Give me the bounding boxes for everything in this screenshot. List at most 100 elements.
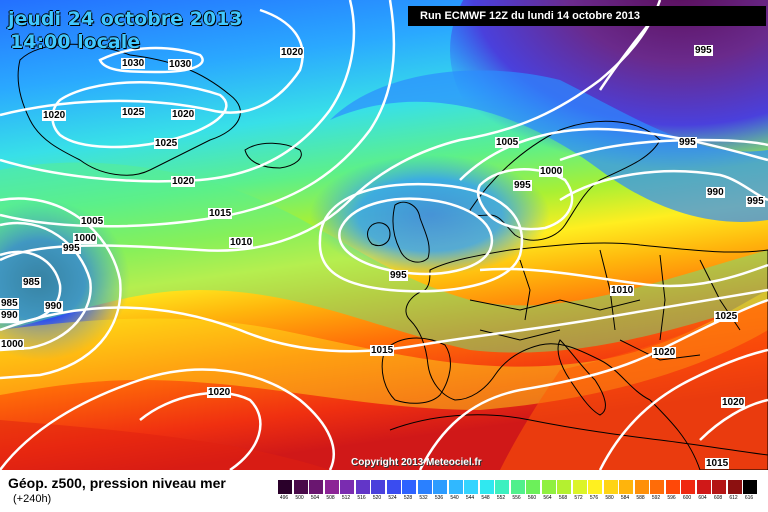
isobar-label: 1010 — [610, 285, 635, 296]
legend-swatch — [371, 480, 386, 494]
legend-tick-label: 616 — [744, 495, 754, 501]
legend-swatch — [448, 480, 464, 494]
isobar-label: 1030 — [121, 58, 146, 69]
legend-swatch — [665, 480, 681, 494]
forecast-local-time: 14:00 locale — [10, 31, 141, 53]
legend-swatch — [634, 480, 650, 494]
isobar-label: 995 — [746, 196, 765, 207]
legend-tick-label: 592 — [651, 495, 661, 501]
isobar-label: 985 — [0, 298, 19, 309]
legend-tick-label: 520 — [372, 495, 382, 501]
isobar-label: 1000 — [539, 166, 564, 177]
legend-tick-label: 536 — [434, 495, 444, 501]
isobars — [0, 0, 768, 470]
map-footer: Géop. z500, pression niveau mer (+240h) … — [0, 470, 768, 512]
legend-tick-label: 512 — [341, 495, 351, 501]
weather-map: 1030 1030 1020 1020 1025 1020 1025 1020 … — [0, 0, 768, 470]
legend-swatch — [743, 480, 758, 494]
isobar-label: 1005 — [495, 137, 520, 148]
isobar-label: 995 — [678, 137, 697, 148]
legend-swatch — [433, 480, 448, 494]
legend-tick-label: 608 — [713, 495, 723, 501]
legend-tick-label: 496 — [279, 495, 289, 501]
legend-swatch — [464, 480, 479, 494]
legend-swatch — [293, 480, 309, 494]
isobar-label: 1020 — [171, 109, 196, 120]
legend-swatch — [712, 480, 727, 494]
legend-swatch — [340, 480, 355, 494]
forecast-date: jeudi 24 octobre 2013 — [8, 8, 243, 30]
legend-swatch — [510, 480, 526, 494]
legend-swatch — [572, 480, 588, 494]
run-info: Run ECMWF 12Z du lundi 14 octobre 2013 — [408, 6, 766, 26]
legend-swatch — [309, 480, 324, 494]
legend-swatch — [355, 480, 371, 494]
isobar-label: 1010 — [229, 237, 254, 248]
legend-tick-label: 584 — [620, 495, 630, 501]
legend-swatch — [526, 480, 541, 494]
legend-swatch — [541, 480, 557, 494]
legend-tick-label: 544 — [465, 495, 475, 501]
legend-swatch — [696, 480, 712, 494]
legend-swatch — [495, 480, 510, 494]
legend-tick-label: 588 — [636, 495, 645, 501]
isobar-label: 1020 — [652, 347, 677, 358]
isobar-label: 1000 — [0, 339, 25, 350]
legend-tick-label: 548 — [481, 495, 490, 501]
isobar-label: 1015 — [705, 458, 730, 469]
isobar-label: 995 — [694, 45, 713, 56]
legend-tick-label: 500 — [295, 495, 304, 501]
isobar-label: 1000 — [73, 233, 98, 244]
copyright: Copyright 2013 Meteociel.fr — [351, 457, 482, 468]
isobar-label: 1020 — [721, 397, 746, 408]
isobar-label: 990 — [0, 310, 19, 321]
legend-tick-label: 516 — [357, 495, 366, 501]
lead-time: (+240h) — [13, 493, 52, 505]
isobar-label: 1020 — [171, 176, 196, 187]
isobar-label: 995 — [513, 180, 532, 191]
isobar-label: 1015 — [208, 208, 233, 219]
legend-tick-label: 572 — [574, 495, 583, 501]
isobar-label: 1005 — [80, 216, 105, 227]
isobar-label: 1020 — [42, 110, 67, 121]
legend-swatch — [588, 480, 603, 494]
legend-tick-label: 612 — [729, 495, 738, 501]
isobar-label: 1020 — [280, 47, 305, 58]
isobar-label: 995 — [389, 270, 408, 281]
legend-swatch — [386, 480, 402, 494]
isobar-label: 990 — [706, 187, 725, 198]
legend-tick-label: 580 — [605, 495, 614, 501]
product-title: Géop. z500, pression niveau mer — [8, 475, 226, 491]
legend-swatch — [727, 480, 743, 494]
legend-swatch — [603, 480, 619, 494]
legend-tick-label: 568 — [558, 495, 568, 501]
legend-swatch — [557, 480, 572, 494]
legend-tick-label: 504 — [310, 495, 320, 501]
legend-tick-label: 528 — [403, 495, 413, 501]
legend-swatch — [324, 480, 340, 494]
legend-tick-label: 600 — [682, 495, 692, 501]
legend-tick-label: 560 — [527, 495, 537, 501]
legend-swatch — [278, 480, 293, 494]
isobar-label: 1025 — [121, 107, 146, 118]
legend-tick-label: 596 — [667, 495, 676, 501]
isobar-label: 1020 — [207, 387, 232, 398]
coastlines — [17, 43, 768, 470]
legend-tick-label: 540 — [450, 495, 459, 501]
isobar-label: 1025 — [714, 311, 739, 322]
legend-tick-label: 552 — [496, 495, 506, 501]
legend-swatch — [479, 480, 495, 494]
legend-tick-label: 564 — [543, 495, 552, 501]
legend-swatch — [402, 480, 417, 494]
legend-swatch — [417, 480, 433, 494]
map-field — [0, 0, 768, 470]
legend-tick-label: 524 — [388, 495, 397, 501]
legend-swatch — [619, 480, 634, 494]
legend-tick-label: 556 — [512, 495, 521, 501]
isobar-label: 995 — [62, 243, 81, 254]
legend-tick-label: 604 — [698, 495, 707, 501]
isobar-label: 1015 — [370, 345, 395, 356]
legend-tick-label: 532 — [419, 495, 428, 501]
isobar-label: 985 — [22, 277, 41, 288]
legend-tick-label: 508 — [326, 495, 335, 501]
